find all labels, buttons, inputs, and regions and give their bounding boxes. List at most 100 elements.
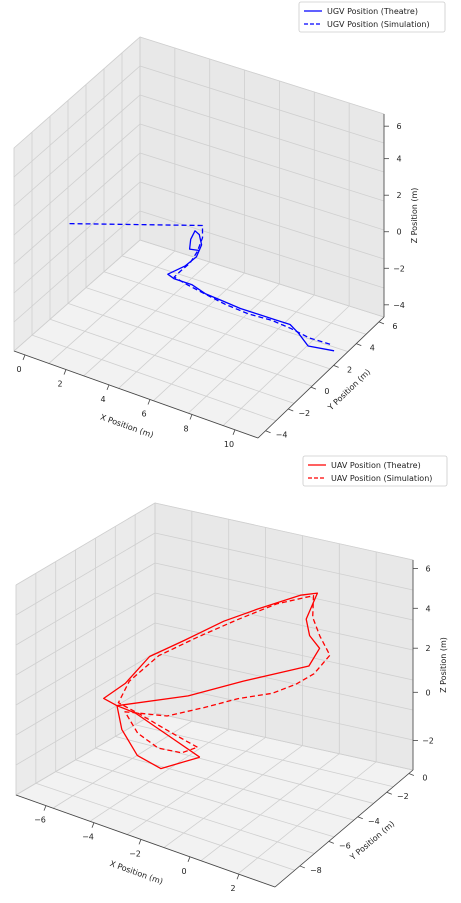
wall-gridline — [154, 562, 414, 621]
x-tick — [91, 822, 95, 828]
floor-gridline — [83, 261, 210, 377]
y-tick-label: 0 — [422, 774, 427, 783]
floor-gridline — [103, 271, 349, 352]
wall-gridline — [15, 622, 156, 706]
y-tick — [408, 773, 415, 776]
x-tick-label: 2 — [230, 884, 235, 893]
wall-gridline — [139, 181, 385, 260]
floor-gridline — [200, 753, 340, 862]
wall-gridline — [139, 36, 385, 115]
y-tick-label: 2 — [347, 365, 352, 374]
theatre-trajectory-line — [103, 592, 321, 770]
wall-gridline — [13, 94, 141, 207]
x-axis-line — [13, 350, 259, 439]
x-tick-label: −2 — [129, 849, 141, 858]
x-tick-label: 4 — [100, 395, 105, 404]
floor-gridline — [89, 728, 229, 822]
floor-gridline — [121, 255, 367, 335]
y-tick — [333, 365, 339, 368]
x-tick — [236, 874, 240, 880]
z-tick-label: 2 — [396, 191, 401, 200]
legend-entry-label: UGV Position (Simulation) — [327, 20, 430, 29]
floor-gridline — [67, 303, 313, 387]
z-axis-label: Z Position (m) — [410, 188, 419, 244]
floor-gridline — [163, 745, 303, 848]
floor-gridline — [75, 759, 335, 838]
floor-gridline — [31, 334, 277, 422]
floor-gridline — [135, 724, 394, 788]
y-axis-line — [257, 316, 385, 439]
y-tick-label: 0 — [324, 387, 329, 396]
floor-gridline — [222, 305, 350, 426]
wall-gridline — [13, 210, 141, 323]
legend-entry-label: UAV Position (Simulation) — [331, 474, 432, 483]
x-tick — [138, 839, 142, 845]
floor-gridline — [49, 318, 295, 404]
wall-gridline — [139, 65, 385, 144]
wall-gridline — [13, 36, 141, 149]
wall-gridline — [154, 652, 414, 711]
z-tick-label: 2 — [425, 644, 430, 653]
wall-gridline — [154, 592, 414, 651]
wall-gridline — [13, 239, 141, 352]
y-tick-label: −6 — [339, 841, 351, 850]
wall-gridline — [15, 562, 156, 646]
floor-gridline — [118, 272, 245, 389]
simulation-trajectory-line — [117, 594, 331, 754]
legend-entry-label: UAV Position (Theatre) — [331, 461, 421, 470]
y-tick — [356, 343, 362, 346]
legend-box — [298, 1, 446, 33]
x-tick-label: 6 — [141, 409, 146, 418]
legend-box — [302, 455, 448, 487]
floor-gridline — [139, 239, 385, 318]
z-tick-label: 0 — [396, 228, 401, 237]
y-tick-label: −4 — [368, 817, 380, 826]
y-tick — [378, 321, 385, 325]
wall-gridline — [13, 181, 141, 294]
z-tick-label: 6 — [425, 564, 430, 573]
wall-gridline — [15, 652, 156, 736]
y-tick — [310, 386, 317, 390]
floor-gridline — [95, 747, 354, 821]
z-tick-label: 4 — [425, 604, 430, 613]
y-tick — [299, 865, 305, 869]
wall-gridline — [15, 712, 156, 796]
x-tick — [22, 354, 26, 361]
wall-gridline — [13, 123, 141, 236]
wall-gridline — [15, 592, 156, 676]
floor-gridline — [115, 736, 374, 804]
floor-gridline — [85, 287, 331, 370]
y-tick — [288, 408, 294, 412]
wall-gridline — [154, 532, 414, 591]
wall-gridline — [139, 210, 385, 289]
floor-gridline — [154, 712, 414, 771]
x-tick-label: 0 — [16, 365, 21, 374]
simulation-trajectory-line — [68, 222, 331, 345]
x-tick — [106, 384, 110, 391]
y-tick — [328, 840, 334, 844]
floor-gridline — [188, 294, 315, 414]
x-tick — [187, 856, 191, 862]
x-tick — [43, 805, 47, 811]
wall-gridline — [139, 123, 385, 202]
legend-entry-label: UGV Position (Theatre) — [327, 7, 418, 16]
z-axis-label: Z Position (m) — [439, 637, 448, 693]
wall-gridline — [154, 682, 414, 741]
wall-gridline — [15, 532, 156, 616]
wall-gridline — [139, 152, 385, 231]
x-tick-label: −6 — [34, 816, 46, 825]
z-tick-label: 6 — [396, 122, 401, 131]
x-tick — [232, 429, 236, 435]
floor-gridline — [153, 283, 280, 402]
y-tick — [357, 816, 363, 820]
wall-gridline — [13, 152, 141, 265]
floor-gridline — [126, 737, 266, 835]
x-tick-label: 10 — [224, 440, 234, 449]
legend: UAV Position (Theatre) UAV Position (Simu… — [302, 455, 448, 487]
wall-gridline — [154, 502, 414, 561]
y-tick-label: −4 — [276, 431, 288, 440]
wall-gridline — [15, 502, 156, 586]
wall-gridline — [139, 94, 385, 173]
